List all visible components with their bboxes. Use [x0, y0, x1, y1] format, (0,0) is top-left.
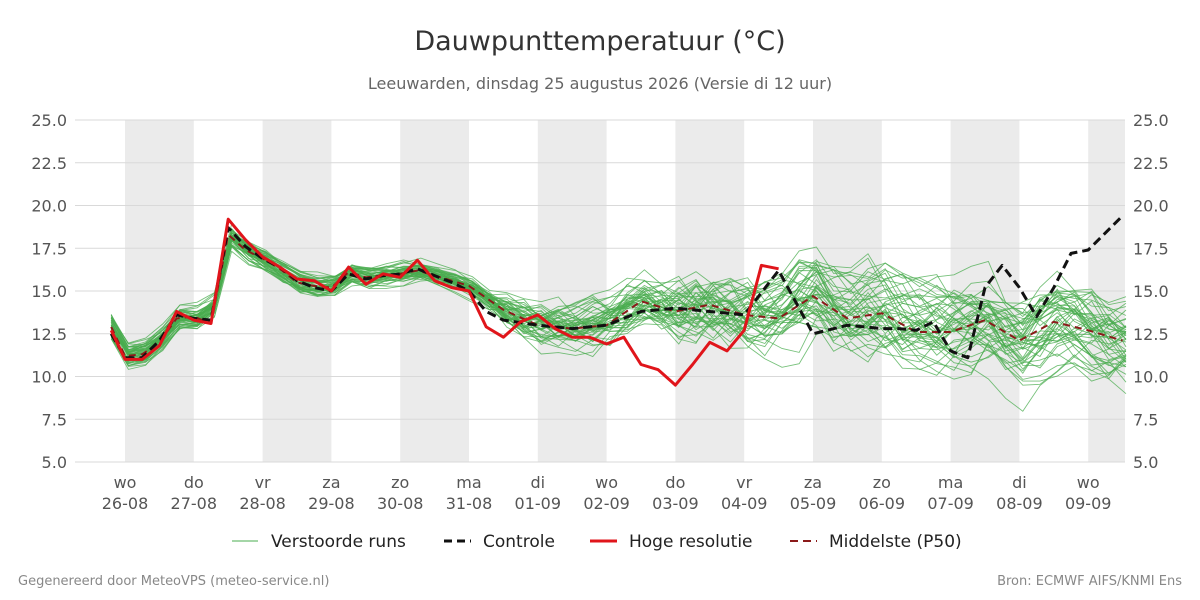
y-tick-label: 20.0	[31, 197, 67, 216]
footer-source: Bron: ECMWF AIFS/KNMI Ens	[997, 574, 1182, 589]
legend: Verstoorde runs Controle Hoge resolutie …	[232, 532, 962, 552]
x-tick-day: vr	[736, 473, 752, 492]
x-tick-date: 05-09	[790, 494, 837, 513]
y-tick-label: 25.0	[1133, 111, 1169, 130]
x-tick-date: 02-09	[583, 494, 630, 513]
x-tick-date: 01-09	[515, 494, 562, 513]
x-tick-day: ma	[456, 473, 481, 492]
x-tick-day: do	[665, 473, 685, 492]
y-tick-label: 17.5	[31, 239, 67, 258]
x-tick-day: wo	[595, 473, 618, 492]
y-axis-right: 5.0 7.5 10.0 12.5 15.0 17.5 20.0 22.5 25.0	[1133, 111, 1169, 472]
x-tick-day: zo	[873, 473, 891, 492]
y-tick-label: 10.0	[1133, 368, 1169, 387]
x-tick-date: 08-09	[996, 494, 1043, 513]
legend-ensemble-label: Verstoorde runs	[271, 532, 406, 552]
y-tick-label: 25.0	[31, 111, 67, 130]
y-tick-label: 20.0	[1133, 197, 1169, 216]
grid-lines	[75, 119, 1125, 463]
x-tick-date: 06-09	[859, 494, 906, 513]
x-tick-day: do	[184, 473, 204, 492]
series-lines	[109, 214, 1124, 387]
ensemble-member-line	[110, 236, 1127, 355]
ensemble-member-line	[110, 236, 1127, 380]
x-tick-day: za	[322, 473, 340, 492]
y-tick-label: 5.0	[1133, 453, 1158, 472]
y-tick-label: 7.5	[42, 410, 67, 429]
legend-control-label: Controle	[483, 532, 555, 552]
x-tick-day: za	[804, 473, 822, 492]
x-tick-day: wo	[114, 473, 137, 492]
x-tick-date: 27-08	[171, 494, 218, 513]
y-tick-label: 10.0	[31, 368, 67, 387]
x-tick-day: ma	[938, 473, 963, 492]
x-tick-day: zo	[391, 473, 409, 492]
ensemble-member-line	[110, 223, 1127, 395]
x-tick-date: 31-08	[446, 494, 493, 513]
x-tick-day: wo	[1077, 473, 1100, 492]
x-axis: wo 26-08 do 27-08 vr 28-08 za 29-08 zo 30-08 ma 31-…	[102, 473, 1112, 513]
x-tick-date: 03-09	[652, 494, 699, 513]
y-tick-label: 12.5	[31, 325, 67, 344]
footer-generated-by: Gegenereerd door MeteoVPS (meteo-service…	[18, 574, 329, 589]
x-tick-day: di	[1012, 473, 1027, 492]
legend-p50-label: Middelste (P50)	[829, 532, 962, 552]
x-tick-date: 04-09	[721, 494, 768, 513]
x-tick-date: 28-08	[239, 494, 286, 513]
ensemble-member-line	[110, 244, 1127, 368]
y-tick-label: 7.5	[1133, 410, 1158, 429]
series-line-hoge-resolutie	[109, 217, 779, 387]
ensemble-member-line	[110, 250, 1127, 363]
x-tick-day: vr	[255, 473, 271, 492]
series-line-middelste-p50	[110, 233, 1123, 357]
y-tick-label: 22.5	[31, 154, 67, 173]
chart-title: Dauwpunttemperatuur (°C)	[414, 26, 785, 57]
y-tick-label: 17.5	[1133, 239, 1169, 258]
y-tick-label: 12.5	[1133, 325, 1169, 344]
x-tick-date: 07-09	[927, 494, 974, 513]
chart-subtitle: Leeuwarden, dinsdag 25 augustus 2026 (Ve…	[368, 74, 832, 93]
y-tick-label: 5.0	[42, 453, 67, 472]
x-tick-date: 30-08	[377, 494, 424, 513]
x-tick-date: 26-08	[102, 494, 149, 513]
legend-hires-label: Hoge resolutie	[629, 532, 753, 552]
y-tick-label: 15.0	[31, 282, 67, 301]
y-tick-label: 15.0	[1133, 282, 1169, 301]
ensemble-member-line	[110, 231, 1127, 376]
x-tick-date: 09-09	[1065, 494, 1112, 513]
x-tick-day: di	[530, 473, 545, 492]
ensemble-member-line	[110, 245, 1127, 365]
x-tick-date: 29-08	[308, 494, 355, 513]
ensemble-member-line	[110, 230, 1127, 355]
y-tick-label: 22.5	[1133, 154, 1169, 173]
y-axis-left: 5.0 7.5 10.0 12.5 15.0 17.5 20.0 22.5 25.0	[31, 111, 67, 472]
